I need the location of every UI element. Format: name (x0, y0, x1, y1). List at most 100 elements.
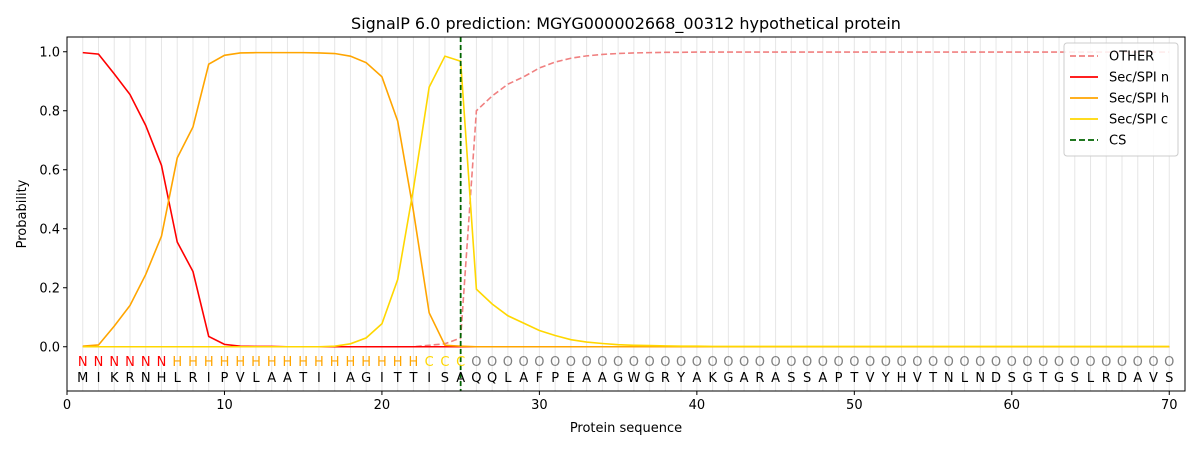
region-label: O (770, 355, 780, 370)
region-label: O (912, 355, 922, 370)
region-label: O (519, 355, 529, 370)
series-line-sec-spi-n (82, 51, 1170, 348)
residue-label: A (267, 371, 276, 386)
region-label: O (755, 355, 765, 370)
residue-label: R (125, 371, 134, 386)
residue-label: H (157, 371, 167, 386)
residue-label: K (110, 371, 119, 386)
residue-label: T (393, 371, 402, 386)
region-label: H (235, 355, 245, 370)
legend-box (1063, 42, 1179, 157)
region-label: O (1070, 355, 1080, 370)
sequence-annotation-layer: NMNINKNRNNNHHLHRHIHPHVHLHAHAHTHIHIHAHGHI… (77, 355, 1174, 386)
x-tick-label: 40 (689, 398, 706, 413)
x-tick-label: 50 (846, 398, 863, 413)
x-tick-label: 60 (1004, 398, 1021, 413)
region-label: H (377, 355, 387, 370)
residue-label: G (645, 371, 655, 386)
region-label: O (1133, 355, 1143, 370)
region-label: H (172, 355, 182, 370)
x-tick-label: 10 (216, 398, 233, 413)
region-label: O (849, 355, 859, 370)
region-label: H (267, 355, 277, 370)
region-label: N (141, 355, 151, 370)
y-axis-label: Probability (15, 179, 30, 248)
residue-label: A (1133, 371, 1142, 386)
region-label: H (188, 355, 198, 370)
residue-label: A (740, 371, 749, 386)
residue-label: A (346, 371, 355, 386)
residue-label: A (582, 371, 591, 386)
region-label: H (346, 355, 356, 370)
residue-label: N (975, 371, 985, 386)
region-label: O (1101, 355, 1111, 370)
region-label: N (109, 355, 119, 370)
chart-title: SignalP 6.0 prediction: MGYG000002668_00… (351, 14, 901, 34)
residue-label: P (221, 371, 229, 386)
residue-label: N (944, 371, 954, 386)
residue-label: Q (471, 371, 481, 386)
region-label: H (409, 355, 419, 370)
residue-label: I (427, 371, 431, 386)
residue-label: T (1038, 371, 1047, 386)
region-label: O (1054, 355, 1064, 370)
residue-label: P (551, 371, 559, 386)
residue-label: F (536, 371, 543, 386)
region-label: C (456, 355, 465, 370)
residue-label: T (849, 371, 858, 386)
residue-label: A (692, 371, 701, 386)
region-label: O (802, 355, 812, 370)
region-label: O (487, 355, 497, 370)
residue-label: G (613, 371, 623, 386)
region-label: O (676, 355, 686, 370)
residue-label: I (380, 371, 384, 386)
region-label: O (881, 355, 891, 370)
residue-label: R (661, 371, 670, 386)
region-label: O (944, 355, 954, 370)
region-label: O (865, 355, 875, 370)
series-layer (82, 51, 1170, 348)
region-label: O (613, 355, 623, 370)
series-line-other (82, 51, 1170, 348)
residue-label: T (298, 371, 307, 386)
residue-label: I (333, 371, 337, 386)
residue-label: A (818, 371, 827, 386)
residue-label: Y (676, 371, 685, 386)
residue-label: L (961, 371, 969, 386)
y-tick-label: 0.4 (39, 222, 60, 237)
region-label: O (1038, 355, 1048, 370)
residue-label: G (1054, 371, 1064, 386)
legend-label: Sec/SPI n (1109, 71, 1169, 86)
region-label: C (425, 355, 434, 370)
x-tick-label: 30 (531, 398, 548, 413)
residue-label: I (317, 371, 321, 386)
residue-label: T (928, 371, 937, 386)
region-label: O (991, 355, 1001, 370)
region-label: O (723, 355, 733, 370)
residue-label: M (77, 371, 88, 386)
plot-frame (66, 36, 1186, 392)
residue-label: V (1149, 371, 1158, 386)
region-label: O (503, 355, 513, 370)
residue-label: D (1117, 371, 1127, 386)
x-axis-label: Protein sequence (570, 421, 682, 436)
region-label: O (833, 355, 843, 370)
residue-label: V (913, 371, 922, 386)
region-label: N (125, 355, 135, 370)
region-label: H (251, 355, 261, 370)
region-label: O (1117, 355, 1127, 370)
region-label: C (440, 355, 449, 370)
region-label: O (1007, 355, 1017, 370)
y-tick-label: 0.0 (39, 340, 60, 355)
region-label: O (786, 355, 796, 370)
x-tick-label: 70 (1161, 398, 1178, 413)
region-label: O (629, 355, 639, 370)
residue-label: G (1022, 371, 1032, 386)
residue-label: Y (881, 371, 890, 386)
region-label: N (157, 355, 167, 370)
region-label: O (550, 355, 560, 370)
region-label: H (330, 355, 340, 370)
residue-label: I (207, 371, 211, 386)
region-label: O (928, 355, 938, 370)
